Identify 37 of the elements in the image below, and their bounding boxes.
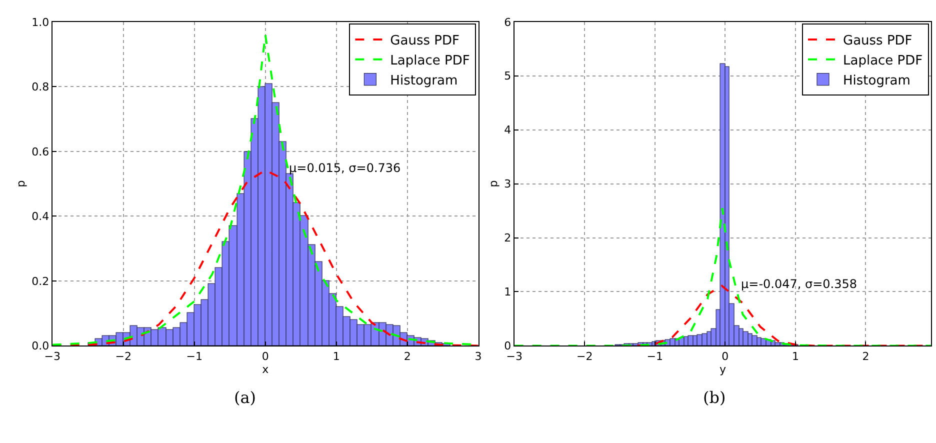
y-tick-label: 2 (504, 232, 512, 245)
y-tick-label: 1.0 (32, 16, 50, 29)
legend-label: Gauss PDF (842, 34, 912, 49)
x-tick-label: 0 (262, 350, 269, 363)
x-tick-label: −2 (115, 350, 132, 363)
x-tick-label: 0 (722, 350, 729, 363)
legend-label: Laplace PDF (842, 53, 923, 68)
legend-label: Histogram (842, 73, 910, 88)
x-tick-label: −1 (186, 350, 202, 363)
y-axis-title: p (486, 180, 500, 188)
x-tick-label: −2 (576, 350, 593, 363)
y-tick-label: 1 (504, 286, 512, 299)
y-tick-label: 0.8 (32, 80, 50, 94)
annotation: μ=0.015, σ=0.736 (289, 161, 401, 175)
y-tick-label: 3 (504, 178, 512, 191)
legend-label: Histogram (390, 73, 458, 88)
text: (b) (703, 388, 726, 407)
y-tick-label: 0.4 (32, 210, 50, 224)
legend-label: Laplace PDF (390, 53, 470, 68)
x-tick-label: 2 (404, 350, 411, 363)
x-tick-label: 1 (332, 350, 340, 363)
x-tick-label: 1 (792, 350, 799, 363)
x-tick-label: 2 (862, 350, 870, 363)
line-series (514, 207, 932, 346)
legend-label: Gauss PDF (390, 34, 460, 49)
y-tick-label: 4 (504, 124, 512, 137)
x-tick-label: 3 (474, 350, 482, 363)
annotation: μ=-0.047, σ=0.358 (741, 277, 858, 291)
x-tick-label: −1 (646, 350, 664, 363)
x-axis-title: x (262, 362, 270, 376)
y-axis-title: p (14, 180, 28, 188)
x-axis-title: y (719, 362, 726, 376)
y-tick-label: 0.6 (32, 145, 50, 158)
text: (a) (234, 388, 256, 407)
y-tick-label: 5 (504, 70, 512, 83)
y-tick-label: 0.2 (32, 274, 50, 288)
y-tick-label: 6 (504, 16, 512, 29)
